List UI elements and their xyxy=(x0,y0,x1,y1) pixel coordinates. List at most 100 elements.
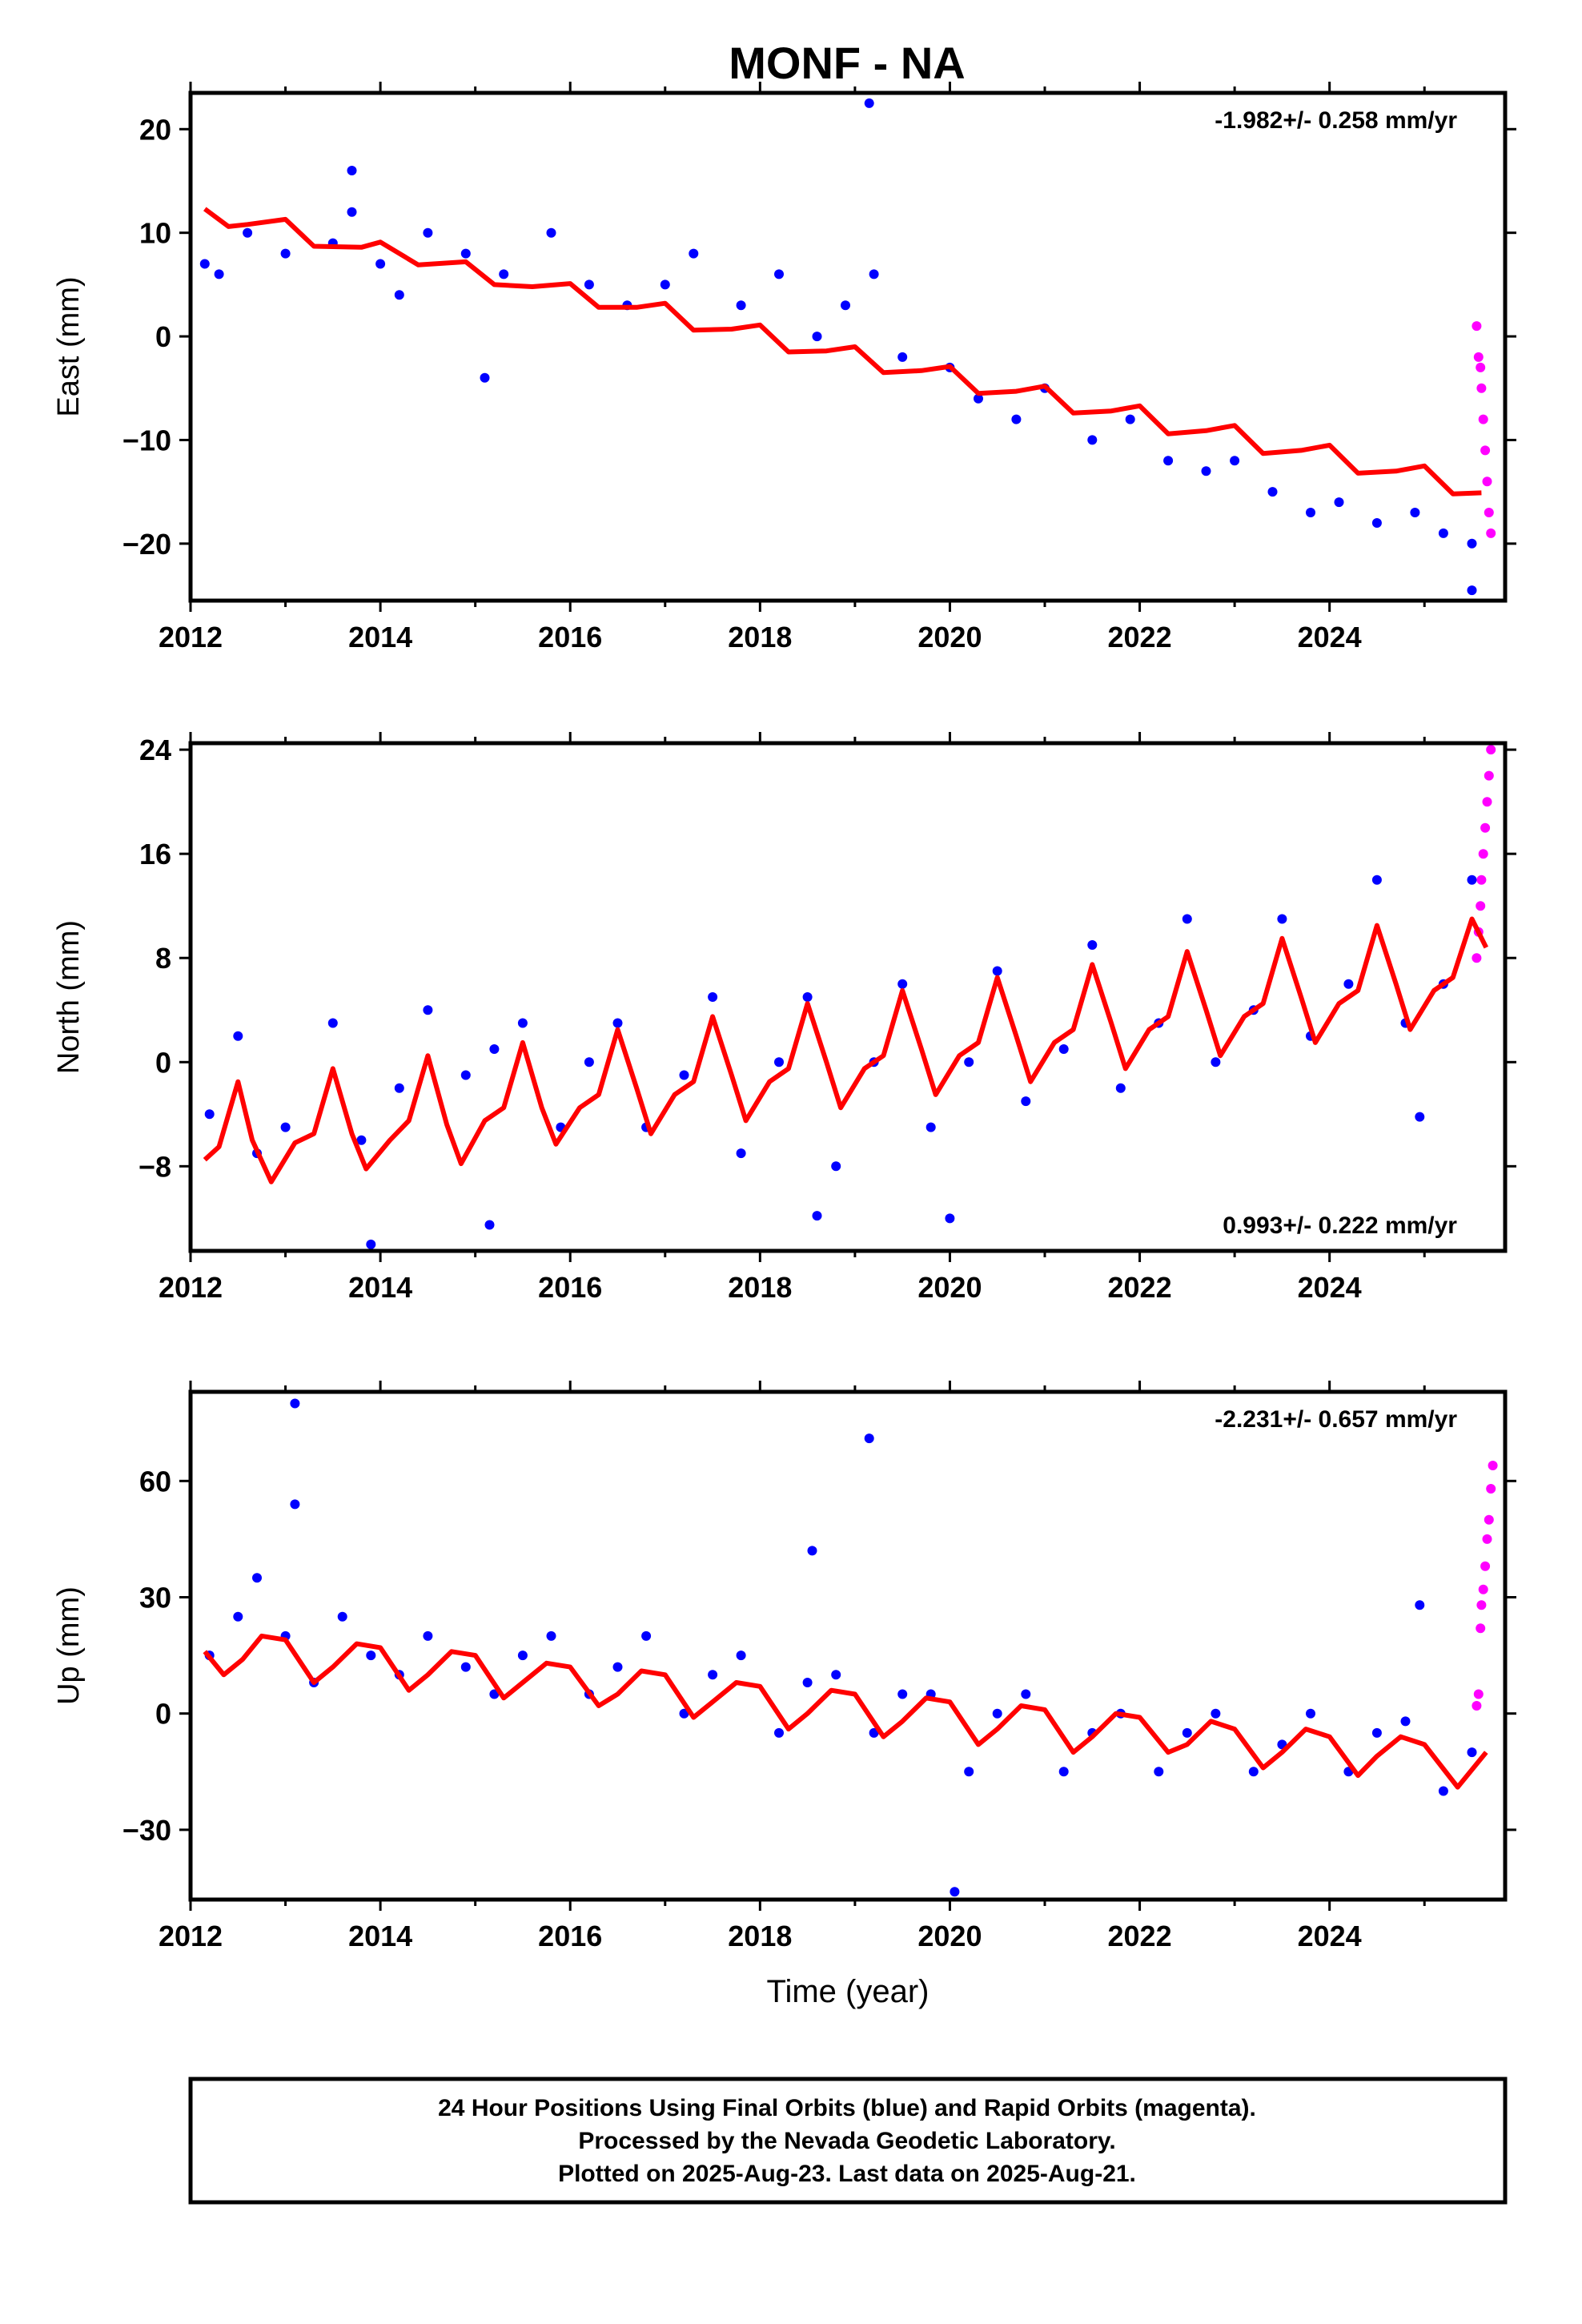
model-fit-line xyxy=(203,916,1488,1184)
y-tick-label: 20 xyxy=(139,113,171,146)
panels: 2012 2014 2016 2018 2020 2022 2024 20 10 0 −10 −20 E… xyxy=(52,82,1516,2009)
final-orbit-point xyxy=(802,992,813,1002)
rapid-orbit-point xyxy=(1478,849,1488,859)
final-orbit-point xyxy=(736,300,746,311)
final-orbit-point xyxy=(1267,487,1278,497)
rapid-orbit-point xyxy=(1476,901,1486,911)
final-orbit-point xyxy=(290,1499,300,1510)
final-orbit-point xyxy=(1438,1786,1448,1796)
final-orbit-point xyxy=(394,290,404,300)
final-orbit-point xyxy=(546,1630,556,1641)
final-orbit-point xyxy=(423,1005,433,1015)
final-orbit-point xyxy=(992,966,1002,976)
rapid-orbit-point xyxy=(1472,1701,1482,1711)
final-orbit-point xyxy=(708,1670,718,1680)
footer-frame xyxy=(188,2077,1508,2205)
final-orbit-point xyxy=(612,1018,623,1028)
final-orbit-point xyxy=(1400,1716,1411,1727)
x-tick-label: 2024 xyxy=(1298,1271,1362,1304)
final-orbit-point xyxy=(812,332,822,342)
x-tick-label: 2012 xyxy=(159,621,223,653)
rapid-orbit-point xyxy=(1472,953,1482,963)
rapid-orbit-point xyxy=(1488,1461,1498,1470)
final-orbit-point xyxy=(612,1662,623,1672)
x-tick-label: 2016 xyxy=(538,1920,602,1952)
panel-data xyxy=(203,1398,1498,1897)
final-orbit-point xyxy=(1334,497,1344,508)
final-orbit-point xyxy=(243,227,253,238)
final-orbit-point xyxy=(460,1662,471,1672)
final-orbit-point xyxy=(1021,1096,1031,1107)
final-orbit-point xyxy=(660,279,670,290)
x-tick-label: 2020 xyxy=(917,621,982,653)
final-orbit-point xyxy=(199,259,210,269)
y-axis-label: North (mm) xyxy=(52,920,86,1074)
final-orbit-point xyxy=(1371,875,1382,885)
final-orbit-point xyxy=(1058,1767,1069,1777)
final-orbit-point xyxy=(1087,940,1098,950)
final-orbit-point xyxy=(252,1573,262,1583)
x-axis-label: Time (year) xyxy=(767,1974,930,2009)
final-orbit-point xyxy=(736,1148,746,1159)
final-orbit-point xyxy=(1415,1112,1425,1122)
final-orbit-point xyxy=(356,1135,367,1145)
final-orbit-point xyxy=(1371,1727,1382,1738)
panel-up: 2012 2014 2016 2018 2020 2022 2024 60 30 0 −30 Up (… xyxy=(52,1381,1516,2009)
x-tick-label: 2020 xyxy=(917,1920,982,1952)
panel-frame xyxy=(188,741,1508,1253)
final-orbit-point xyxy=(897,352,908,362)
final-orbit-point xyxy=(774,1727,784,1738)
final-orbit-point xyxy=(1115,1083,1126,1093)
final-orbit-point xyxy=(280,248,291,259)
rapid-orbit-point xyxy=(1478,414,1488,424)
final-orbit-point xyxy=(841,300,850,311)
rapid-orbit-point xyxy=(1480,822,1491,833)
rapid-orbit-point xyxy=(1476,1623,1486,1634)
final-orbit-point xyxy=(233,1031,243,1041)
x-tick-label: 2024 xyxy=(1298,621,1362,653)
final-orbit-point xyxy=(1125,414,1135,424)
final-orbit-point xyxy=(480,372,490,383)
rapid-orbit-point xyxy=(1484,770,1494,781)
final-orbit-point xyxy=(290,1398,300,1409)
final-orbit-point xyxy=(327,1018,338,1028)
panel-north: 2012 2014 2016 2018 2020 2022 2024 24 16 8 0 −8 Nort… xyxy=(52,732,1516,1304)
final-orbit-point xyxy=(460,248,471,259)
y-tick-label: 0 xyxy=(155,320,171,353)
rapid-orbit-point xyxy=(1482,476,1492,487)
final-orbit-point xyxy=(1058,1044,1069,1054)
x-tick-label: 2014 xyxy=(348,1271,412,1304)
panel-frame xyxy=(188,90,1508,603)
final-orbit-point xyxy=(1021,1689,1031,1699)
rapid-orbit-point xyxy=(1484,508,1494,517)
final-orbit-point xyxy=(1467,875,1477,885)
y-tick-label: 30 xyxy=(139,1582,171,1614)
final-orbit-point xyxy=(1211,1708,1221,1719)
final-orbit-point xyxy=(992,1708,1002,1719)
x-tick-label: 2014 xyxy=(348,621,412,653)
final-orbit-point xyxy=(1438,528,1448,538)
footer-box: 24 Hour Positions Using Final Orbits (bl… xyxy=(188,2077,1508,2205)
final-orbit-point xyxy=(366,1239,376,1249)
final-orbit-point xyxy=(679,1070,689,1080)
final-orbit-point xyxy=(897,1689,908,1699)
y-tick-label: −30 xyxy=(122,1814,171,1847)
final-orbit-point xyxy=(869,1727,879,1738)
final-orbit-point xyxy=(1087,435,1098,445)
rapid-orbit-point xyxy=(1473,1689,1484,1699)
final-orbit-point xyxy=(964,1057,974,1068)
final-orbit-point xyxy=(1277,914,1287,924)
footer-line-2: Processed by the Nevada Geodetic Laborat… xyxy=(578,2128,1115,2154)
final-orbit-point xyxy=(1371,518,1382,528)
final-orbit-point xyxy=(484,1220,495,1230)
rapid-orbit-point xyxy=(1476,875,1487,885)
final-orbit-point xyxy=(1467,585,1477,596)
final-orbit-point xyxy=(689,248,699,259)
x-tick-label: 2018 xyxy=(728,621,792,653)
y-tick-label: 0 xyxy=(155,1698,171,1731)
final-orbit-point xyxy=(347,207,357,217)
final-orbit-point xyxy=(774,1057,784,1068)
y-tick-label: 8 xyxy=(155,942,171,975)
final-orbit-point xyxy=(1410,508,1420,517)
